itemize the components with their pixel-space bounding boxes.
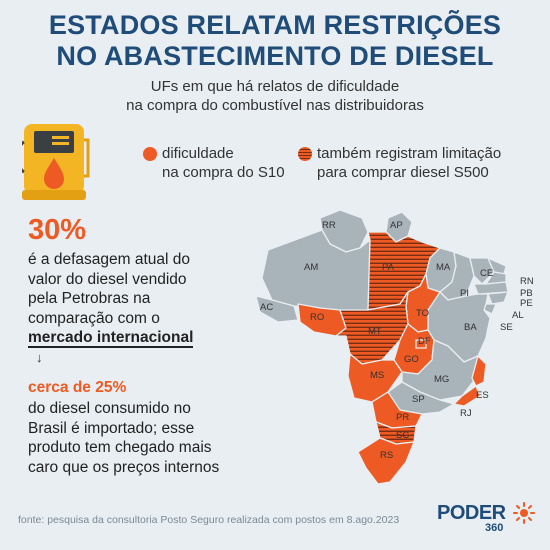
import-line-4: caro que os preços internos (28, 458, 220, 476)
label-pi: PI (460, 288, 469, 299)
label-rs: RS (380, 450, 393, 461)
legend-s10-line-2: na compra do S10 (162, 164, 285, 181)
legend-s500-line-2: para comprar diesel S500 (317, 164, 489, 181)
legend-striped-swatch (298, 147, 312, 161)
title-line-2: NO ABASTECIMENTO DE DIESEL (56, 41, 494, 71)
label-ba: BA (464, 322, 477, 333)
label-rr: RR (322, 220, 336, 231)
label-ac: AC (260, 302, 273, 313)
label-ma: MA (436, 262, 451, 273)
import-line-2: Brasil é importado; esse (28, 419, 195, 437)
label-sc: SC (396, 430, 409, 441)
state-pe (473, 281, 509, 295)
stat-line-3: pela Petrobras na (28, 290, 151, 307)
label-ro: RO (310, 312, 324, 323)
fuel-pump-icon (16, 118, 92, 205)
state-mt (335, 291, 409, 365)
stat-line-2: valor do diesel vendido (28, 270, 187, 288)
subtitle-line-1: UFs em que há relatos de dificuldade (150, 78, 400, 95)
label-pe: PE (520, 298, 533, 309)
label-mt: MT (368, 326, 382, 337)
legend-s10-line-1: dificuldade (162, 145, 234, 162)
stat-emphasis: mercado internacional (28, 329, 194, 348)
stat-line-1: é a defasagem atual do (28, 251, 191, 268)
state-rj (453, 385, 481, 407)
label-pr: PR (396, 412, 409, 423)
label-pa: PA (382, 262, 395, 273)
state-rs (357, 437, 415, 485)
label-ce: CE (480, 268, 493, 279)
stat-description: é a defasagem atual do valor do diesel v… (28, 250, 228, 348)
legend-s500-line-1: também registram limitação (317, 145, 502, 162)
label-sp: SP (412, 394, 425, 405)
stat-value: 30% (28, 214, 87, 246)
label-go: GO (404, 354, 419, 365)
sun-icon (513, 502, 536, 529)
state-al (487, 291, 509, 305)
legend-solid-swatch (143, 147, 157, 161)
label-pb: PB (520, 288, 533, 299)
label-se: SE (500, 322, 513, 333)
subtitle-line-2: na compra do combustível nas distribuido… (126, 97, 424, 114)
label-al: AL (512, 310, 524, 321)
import-line-3: produto tem chegado mais (28, 439, 212, 456)
state-ce (469, 257, 495, 285)
legend-item-s10: dificuldade na compra do S10 (162, 144, 285, 182)
subtitle: UFs em que há relatos de dificuldade na … (0, 77, 550, 115)
label-am: AM (304, 262, 318, 273)
page-title: ESTADOS RELATAM RESTRIÇÕES NO ABASTECIME… (0, 10, 550, 72)
label-ap: AP (390, 220, 403, 231)
import-description: do diesel consumido no Brasil é importad… (28, 399, 228, 477)
brazil-map: RR AP AM PA MA CE RN PB PE AL SE PI BA T… (250, 200, 550, 500)
state-ms (347, 353, 403, 403)
source-footnote: fonte: pesquisa da consultoria Posto Seg… (18, 514, 400, 526)
stat-line-4: comparação com o (28, 309, 160, 327)
label-rn: RN (520, 276, 534, 287)
poder360-logo: PODER 360 (437, 502, 536, 534)
import-share: cerca de 25% (28, 379, 127, 396)
title-line-1: ESTADOS RELATAM RESTRIÇÕES (48, 10, 502, 40)
state-df (415, 339, 427, 349)
state-es (471, 355, 487, 387)
label-to: TO (416, 308, 429, 319)
logo-name: PODER (437, 502, 506, 524)
label-es: ES (476, 390, 489, 401)
label-df: DF (418, 336, 431, 347)
label-mg: MG (434, 374, 449, 385)
label-ms: MS (370, 370, 384, 381)
state-ac (255, 295, 299, 323)
logo-sub: 360 (485, 522, 504, 534)
arrow-down-icon: ↓ (36, 350, 43, 365)
import-line-1: do diesel consumido no (28, 400, 191, 417)
label-rj: RJ (460, 408, 472, 419)
legend-item-s500: também registram limitação para comprar … (317, 144, 501, 182)
